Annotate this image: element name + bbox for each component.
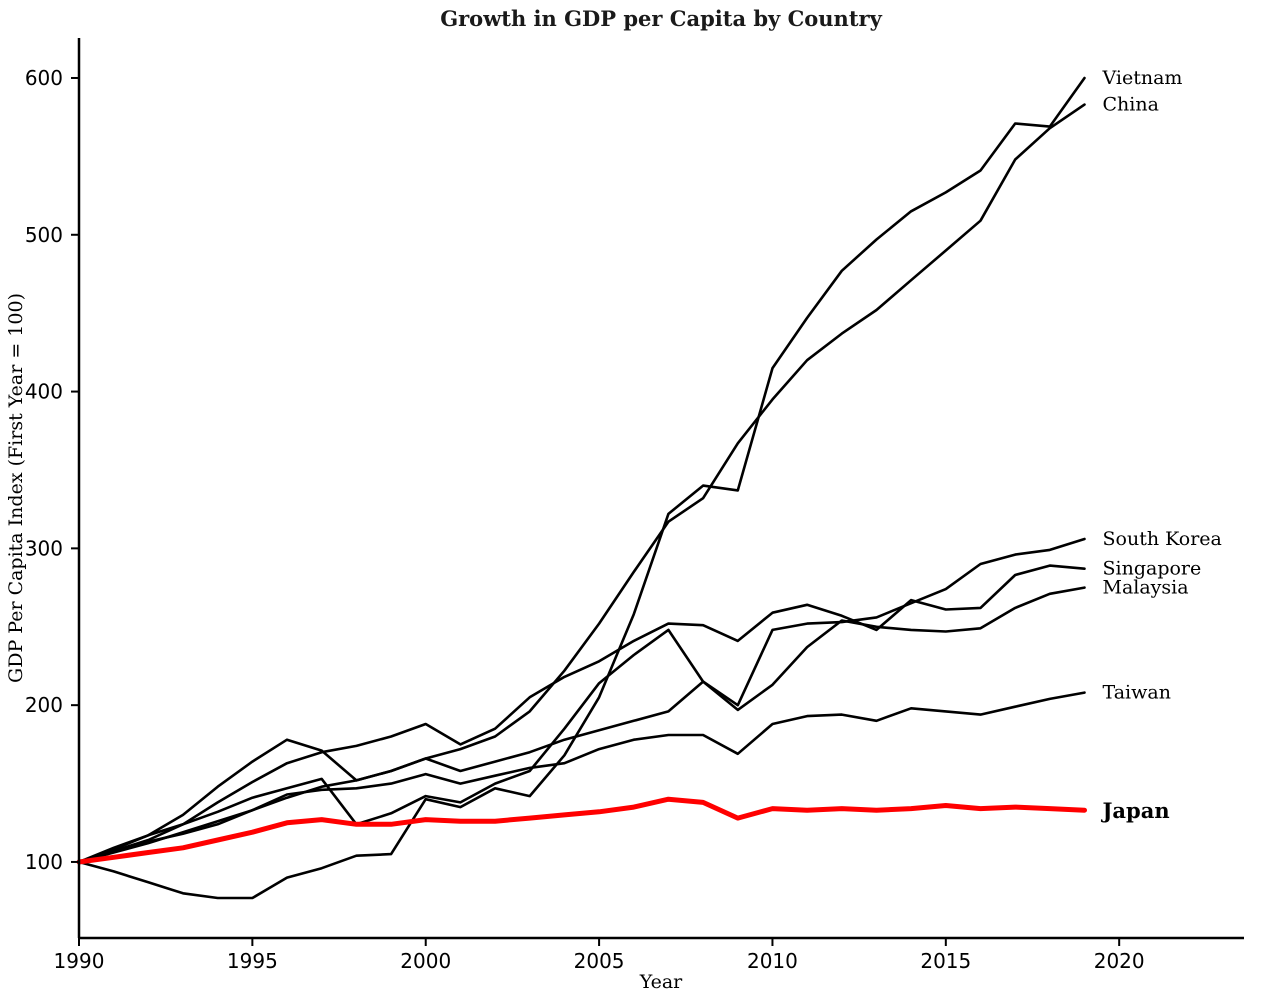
x-tick-label-2015: 2015 xyxy=(920,949,971,973)
y-tick-label-300: 300 xyxy=(25,536,63,560)
series-label-south-korea: South Korea xyxy=(1103,528,1222,550)
series-label-malaysia: Malaysia xyxy=(1103,577,1189,599)
x-tick-label-2010: 2010 xyxy=(747,949,798,973)
series-label-japan: Japan xyxy=(1101,798,1170,823)
x-tick-label-2000: 2000 xyxy=(400,949,451,973)
line-malaysia xyxy=(77,586,1086,864)
x-tick-label-1995: 1995 xyxy=(227,949,278,973)
series-label-taiwan: Taiwan xyxy=(1103,682,1171,704)
series-labels-group: China Vietnam South Korea SingaporeMalaysia… xyxy=(1101,67,1222,823)
y-tick-label-400: 400 xyxy=(25,380,63,404)
line-singapore xyxy=(77,564,1086,864)
y-axis-ticks-group: 100 200 300 400 500 600 xyxy=(25,66,79,874)
x-axis-ticks-group: 1990 1995 2000 2005 2010 2015 2020 xyxy=(54,938,1145,973)
line-japan xyxy=(76,796,1087,865)
series-lines-group xyxy=(76,76,1087,900)
line-vietnam xyxy=(77,76,1086,900)
y-tick-label-600: 600 xyxy=(25,66,63,90)
line-taiwan xyxy=(77,691,1086,864)
series-label-china: China xyxy=(1103,94,1159,116)
y-tick-label-200: 200 xyxy=(25,693,63,717)
series-label-singapore: Singapore xyxy=(1103,558,1202,580)
y-tick-label-100: 100 xyxy=(25,850,63,874)
y-tick-label-500: 500 xyxy=(25,223,63,247)
x-axis-label: Year xyxy=(639,971,683,993)
y-axis-label: GDP Per Capita Index (First Year = 100) xyxy=(5,293,27,683)
line-china xyxy=(77,103,1086,864)
x-tick-label-2020: 2020 xyxy=(1094,949,1145,973)
x-tick-label-2005: 2005 xyxy=(574,949,625,973)
series-label-vietnam: Vietnam xyxy=(1102,67,1183,89)
chart-title: Growth in GDP per Capita by Country xyxy=(440,6,882,31)
x-tick-label-1990: 1990 xyxy=(54,949,105,973)
